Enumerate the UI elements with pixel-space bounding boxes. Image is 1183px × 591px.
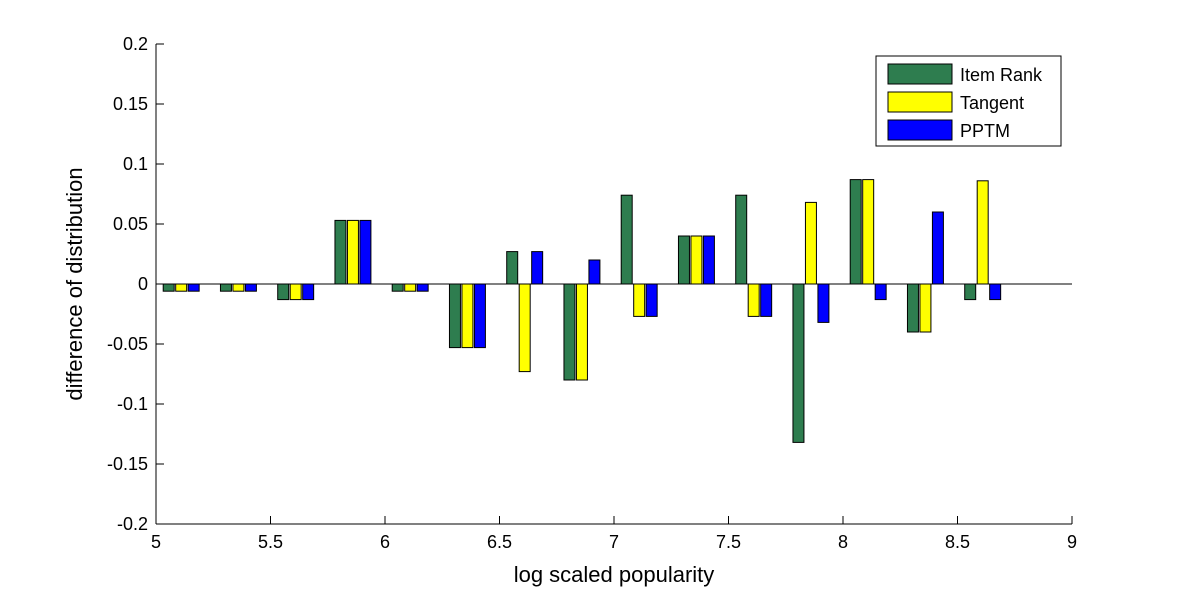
- legend-label: Tangent: [960, 93, 1024, 113]
- y-tick-label: -0.05: [107, 334, 148, 354]
- bar-1-1: [232, 283, 245, 292]
- x-tick-label: 7.5: [716, 532, 741, 552]
- bar-0-3: [334, 219, 347, 285]
- bar-0-2: [277, 283, 290, 301]
- bar-2-7: [588, 259, 601, 285]
- bar-0-6: [506, 251, 519, 285]
- bar-2-6: [531, 251, 544, 285]
- bar-2-4: [416, 283, 429, 292]
- y-tick-label: 0: [138, 274, 148, 294]
- x-tick-label: 8.5: [945, 532, 970, 552]
- bar-2-9: [702, 235, 715, 285]
- x-tick-label: 6: [380, 532, 390, 552]
- y-tick-label: 0.15: [113, 94, 148, 114]
- bar-1-0: [175, 283, 188, 292]
- legend-label: PPTM: [960, 121, 1010, 141]
- bar-1-11: [804, 201, 817, 285]
- bar-2-8: [645, 283, 658, 317]
- bar-1-8: [633, 283, 646, 317]
- legend-swatch: [887, 91, 953, 113]
- bar-2-0: [187, 283, 200, 292]
- bar-0-4: [391, 283, 404, 292]
- bar-0-14: [964, 283, 977, 301]
- bar-0-8: [620, 194, 633, 285]
- bar-1-9: [690, 235, 703, 285]
- x-tick-label: 7: [609, 532, 619, 552]
- legend-swatch: [887, 63, 953, 85]
- bar-2-2: [302, 283, 315, 301]
- ticks-group: 5 5.5 6 6.5 7 7.5 8 8.5 9 -0.2 -0.15 -0.1 -0.05 0 0.05…: [107, 34, 1077, 552]
- legend-swatch: [887, 119, 953, 141]
- bar-0-11: [792, 283, 805, 443]
- y-axis-title: difference of distribution: [62, 167, 87, 400]
- bar-2-1: [244, 283, 257, 292]
- x-tick-label: 5.5: [258, 532, 283, 552]
- bar-1-13: [919, 283, 932, 333]
- bar-2-13: [931, 211, 944, 285]
- bar-1-14: [976, 180, 989, 285]
- bar-2-5: [473, 283, 486, 349]
- y-tick-label: -0.15: [107, 454, 148, 474]
- bar-0-10: [735, 194, 748, 285]
- legend: Item Rank Tangent PPTM: [875, 55, 1062, 147]
- bar-2-10: [760, 283, 773, 317]
- y-tick-label: 0.1: [123, 154, 148, 174]
- x-tick-label: 6.5: [487, 532, 512, 552]
- bar-1-6: [518, 283, 531, 373]
- y-tick-label: 0.05: [113, 214, 148, 234]
- bar-0-1: [219, 283, 232, 292]
- bar-1-12: [862, 179, 875, 285]
- bar-0-9: [677, 235, 690, 285]
- x-tick-label: 8: [838, 532, 848, 552]
- y-tick-label: 0.2: [123, 34, 148, 54]
- bar-1-4: [404, 283, 417, 292]
- legend-label: Item Rank: [960, 65, 1043, 85]
- bar-1-5: [461, 283, 474, 349]
- bar-2-14: [989, 283, 1002, 301]
- y-tick-label: -0.1: [117, 394, 148, 414]
- bar-2-3: [359, 219, 372, 285]
- bar-0-13: [906, 283, 919, 333]
- x-axis-title: log scaled popularity: [514, 562, 715, 587]
- bar-2-11: [817, 283, 830, 323]
- bar-2-12: [874, 283, 887, 301]
- x-tick-label: 9: [1067, 532, 1077, 552]
- bar-1-2: [289, 283, 302, 301]
- bar-1-7: [575, 283, 588, 381]
- x-tick-label: 5: [151, 532, 161, 552]
- bar-0-5: [448, 283, 461, 349]
- y-tick-label: -0.2: [117, 514, 148, 534]
- bar-0-12: [849, 179, 862, 285]
- bar-1-3: [346, 219, 359, 285]
- bar-0-7: [563, 283, 576, 381]
- bar-0-0: [162, 283, 175, 292]
- bar-1-10: [747, 283, 760, 317]
